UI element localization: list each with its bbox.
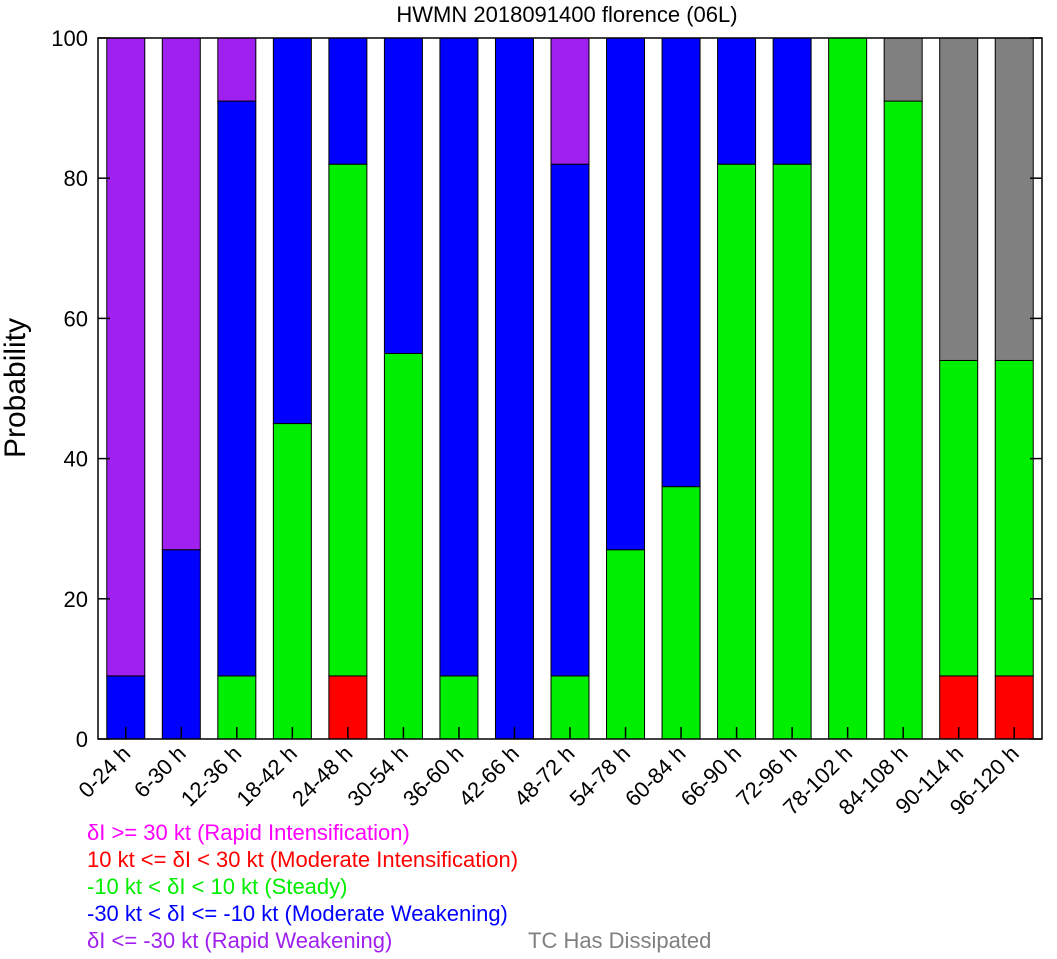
bar-segment-mw-6 [439, 37, 479, 677]
legend-moderate-weakening: -30 kt < δI <= -10 kt (Moderate Weakenin… [87, 901, 508, 926]
x-tick-label-9: 54-78 h [565, 741, 635, 811]
bar-segment-dis-16 [994, 37, 1034, 361]
legend-rapid-weakening: δI <= -30 kt (Rapid Weakening) [87, 928, 393, 953]
y-tick-label-2: 40 [64, 447, 88, 472]
legend-rapid-intensification: δI >= 30 kt (Rapid Intensification) [87, 820, 410, 845]
bar-segment-mw-1 [161, 549, 201, 740]
bar-segment-st-13 [828, 37, 868, 740]
bar-segment-st-14 [883, 100, 923, 740]
x-tick-label-8: 48-72 h [509, 741, 579, 811]
y-tick-label-5: 100 [51, 26, 88, 51]
y-tick-label-0: 0 [76, 727, 88, 752]
bar-segment-st-11 [717, 163, 757, 740]
x-tick-label-4: 24-48 h [287, 741, 357, 811]
y-tick-label-1: 20 [64, 587, 88, 612]
bar-segment-mw-10 [661, 37, 701, 488]
y-tick-label-3: 60 [64, 306, 88, 331]
bar-segment-dis-14 [883, 37, 923, 102]
bar-segment-st-9 [606, 549, 646, 740]
bar-segment-st-12 [772, 163, 812, 740]
x-tick-label-7: 42-66 h [454, 741, 524, 811]
x-tick-label-6: 36-60 h [398, 741, 468, 811]
y-axis-label: Probability [0, 318, 32, 458]
bar-segment-rw-0 [106, 37, 146, 677]
bar-segment-dis-15 [939, 37, 979, 361]
bar-segment-st-4 [328, 163, 368, 677]
x-tick-label-3: 18-42 h [231, 741, 301, 811]
bar-segment-st-3 [272, 423, 312, 740]
bars-layer [106, 37, 1034, 740]
bar-segment-rw-8 [550, 37, 590, 165]
bar-segment-mw-3 [272, 37, 312, 425]
x-tick-label-2: 12-36 h [176, 741, 246, 811]
y-tick-label-4: 80 [64, 166, 88, 191]
bar-segment-rw-2 [217, 37, 257, 102]
x-tick-label-11: 66-90 h [676, 741, 746, 811]
bar-segment-mw-9 [606, 37, 646, 551]
x-tick-label-5: 30-54 h [343, 741, 413, 811]
bar-segment-st-5 [383, 352, 423, 740]
bar-segment-mw-5 [383, 37, 423, 354]
legend-moderate-intensification: 10 kt <= δI < 30 kt (Moderate Intensific… [87, 847, 519, 872]
bar-segment-mw-8 [550, 163, 590, 677]
bar-segment-st-10 [661, 486, 701, 740]
chart-title: HWMN 2018091400 florence (06L) [396, 2, 737, 27]
bar-segment-mw-12 [772, 37, 812, 165]
x-tick-label-10: 60-84 h [620, 741, 690, 811]
bar-segment-mw-7 [494, 37, 534, 740]
bar-segment-mw-11 [717, 37, 757, 165]
bar-segment-mw-4 [328, 37, 368, 165]
bar-segment-rw-1 [161, 37, 201, 551]
bar-segment-st-15 [939, 359, 979, 677]
legend-steady: -10 kt < δI < 10 kt (Steady) [87, 874, 348, 899]
bar-segment-mw-2 [217, 100, 257, 677]
legend-dissipated: TC Has Dissipated [528, 928, 712, 953]
bar-segment-st-16 [994, 359, 1034, 677]
